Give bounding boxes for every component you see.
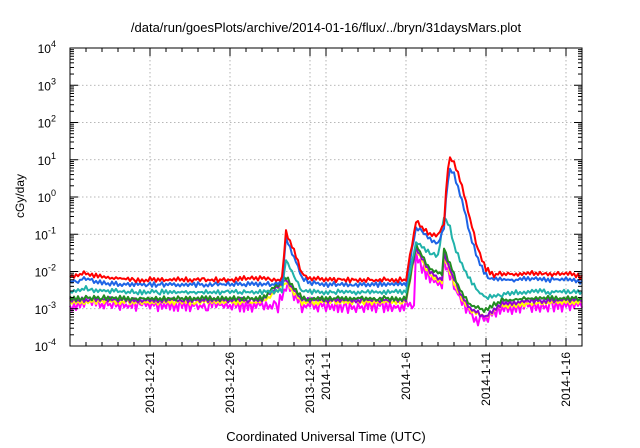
y-tick-label: 10-4: [35, 337, 56, 354]
x-tick-label: 2013-12-21: [143, 352, 157, 414]
y-tick-label: 104: [38, 39, 56, 56]
series-line: [69, 167, 583, 288]
series-line: [69, 216, 583, 301]
y-tick-label: 100: [38, 188, 56, 205]
series-line: [69, 245, 583, 318]
y-axis-ticks: 10-4 10-3 10-2 10-1 100 101 102 103 104: [35, 39, 582, 354]
x-tick-label: 2014-1-11: [479, 352, 493, 406]
y-tick-label: 101: [38, 151, 56, 168]
y-tick-label: 10-1: [35, 225, 56, 242]
y-tick-label: 102: [38, 114, 56, 131]
x-tick-label: 2013-12-31: [303, 352, 317, 414]
x-axis-label: Coordinated Universal Time (UTC): [226, 429, 425, 444]
x-tick-label: 2014-1-16: [559, 352, 573, 407]
chart-title: /data/run/goesPlots/archive/2014-01-16/f…: [131, 20, 522, 35]
y-axis-label: cGy/day: [13, 174, 27, 218]
series-line: [69, 242, 583, 313]
x-axis-ticks: 2013-12-21 2013-12-26 2013-12-31 2014-1-1 20…: [69, 48, 583, 414]
y-tick-label: 10-2: [35, 263, 56, 280]
y-tick-label: 10-3: [35, 300, 56, 317]
series-lines: [69, 156, 583, 327]
x-tick-label: 2014-1-1: [319, 352, 333, 400]
y-tick-label: 103: [38, 76, 56, 93]
x-tick-label: 2013-12-26: [223, 352, 237, 414]
x-tick-label: 2014-1-6: [399, 352, 413, 400]
series-line: [69, 156, 583, 284]
